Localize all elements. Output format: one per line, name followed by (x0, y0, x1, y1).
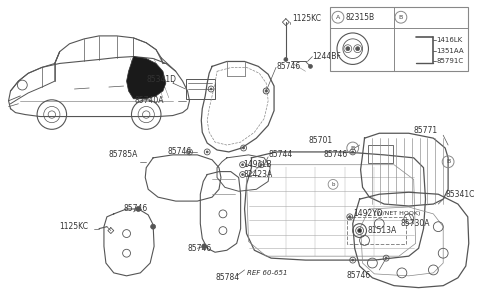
Text: 85730A: 85730A (401, 219, 431, 228)
Text: 85744: 85744 (268, 150, 292, 159)
Polygon shape (127, 57, 166, 99)
Text: 1125KC: 1125KC (292, 14, 321, 23)
Circle shape (241, 164, 243, 166)
Text: 1492YD: 1492YD (353, 209, 383, 218)
Circle shape (242, 147, 244, 149)
Text: B: B (399, 15, 403, 20)
Text: 85785A: 85785A (109, 150, 138, 159)
Bar (347, 217, 406, 244)
Circle shape (346, 47, 350, 51)
Text: 1244BF: 1244BF (312, 52, 341, 61)
Text: 1351AA: 1351AA (436, 48, 464, 54)
Circle shape (202, 244, 207, 249)
Bar (369, 145, 393, 163)
Bar (330, 7, 468, 71)
Text: 1125KC: 1125KC (60, 222, 89, 231)
Circle shape (136, 207, 141, 211)
Text: (W/NET HOOK): (W/NET HOOK) (374, 211, 421, 216)
Bar (186, 79, 215, 99)
Text: 81513A: 81513A (368, 226, 397, 235)
Text: 85746: 85746 (124, 205, 148, 213)
Circle shape (358, 229, 361, 233)
Text: 85771: 85771 (414, 126, 438, 135)
Text: 82423A: 82423A (243, 170, 273, 179)
Text: B: B (446, 159, 450, 164)
Circle shape (265, 90, 267, 92)
Text: B: B (350, 146, 355, 150)
Circle shape (309, 65, 312, 68)
Circle shape (348, 216, 351, 218)
Text: 1416LK: 1416LK (436, 37, 463, 43)
Circle shape (385, 257, 387, 259)
Circle shape (260, 164, 262, 166)
Text: 82315B: 82315B (346, 13, 375, 22)
Circle shape (210, 88, 212, 90)
Text: 85701: 85701 (309, 136, 333, 145)
Circle shape (352, 151, 354, 153)
Text: 85746: 85746 (347, 271, 371, 280)
Text: 85746: 85746 (323, 150, 348, 159)
Text: REF 60-651: REF 60-651 (247, 270, 287, 276)
Text: 85746: 85746 (276, 62, 300, 71)
Text: 85746: 85746 (188, 244, 212, 253)
Circle shape (206, 151, 208, 153)
Text: 85746: 85746 (168, 147, 192, 156)
Circle shape (151, 224, 156, 229)
Circle shape (241, 173, 243, 176)
Circle shape (284, 57, 288, 62)
Text: 85341D: 85341D (146, 75, 176, 84)
Text: 85791C: 85791C (436, 59, 463, 65)
Circle shape (189, 151, 191, 153)
Text: b: b (331, 182, 335, 187)
Circle shape (352, 259, 354, 261)
Text: 85784: 85784 (215, 273, 239, 282)
Text: 1491LB: 1491LB (243, 160, 272, 169)
Text: 85341C: 85341C (445, 190, 475, 199)
Text: 85740A: 85740A (134, 96, 164, 105)
Text: A: A (336, 15, 340, 20)
Circle shape (356, 47, 360, 51)
